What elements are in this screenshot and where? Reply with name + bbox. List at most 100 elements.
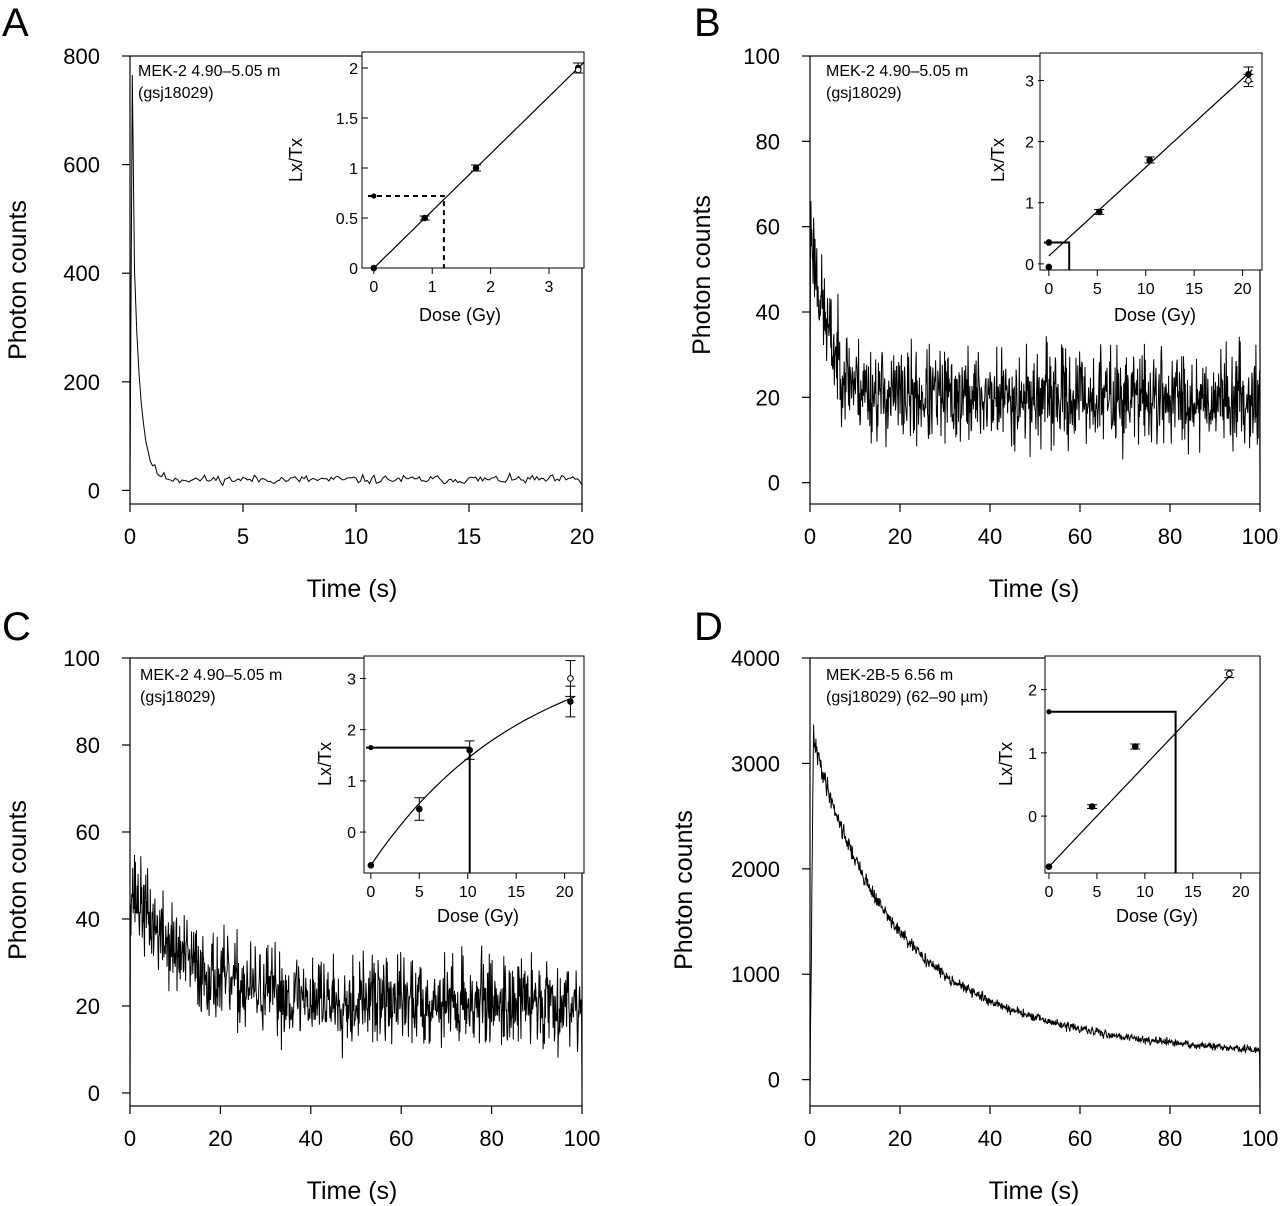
inset-x-tick-label: 5	[415, 884, 424, 901]
x-tick-label: 0	[124, 1126, 136, 1151]
inset-regenerated-point	[415, 805, 423, 813]
y-tick-label: 0	[88, 1081, 100, 1106]
inset-recycled-point	[574, 66, 582, 74]
panel-a-inset-points	[370, 62, 584, 272]
y-tick-label: 200	[63, 370, 100, 395]
panel-c-annotation-line-2: (gsj18029)	[140, 689, 216, 706]
inset-x-tick-label: 10	[1136, 884, 1154, 901]
inset-natural-signal-point	[368, 744, 374, 751]
panel-c-inset: 0 5 10 15 20 0 1 2 3 Dose (Gy) Lx/Tx	[315, 655, 585, 926]
inset-natural-signal-point	[1046, 709, 1052, 715]
x-tick-label: 0	[124, 524, 136, 549]
panel-a-annotation-line-2: (gsj18029)	[138, 85, 214, 102]
x-tick-label: 40	[978, 1126, 1002, 1151]
panel-a-x-ticks: 0 5 10 15 20	[124, 504, 594, 549]
y-tick-label: 20	[756, 385, 780, 410]
panel-d-x-ticks: 0 20 40 60 80 100	[804, 1106, 1278, 1151]
inset-x-tick-label: 15	[1184, 884, 1202, 901]
panel-a-inset-frame	[361, 51, 585, 269]
x-tick-label: 15	[457, 524, 481, 549]
panel-d-inset-x-ticks: 0 5 10 15 20	[1044, 873, 1250, 901]
inset-x-tick-label: 1	[428, 279, 437, 296]
panel-a-decay-curve	[129, 74, 583, 487]
panel-d-y-axis-label: Photon counts	[670, 810, 698, 970]
panel-b-annotation-line-1: MEK-2 4.90–5.05 m	[826, 63, 968, 80]
inset-x-tick-label: 20	[1232, 884, 1250, 901]
x-tick-label: 80	[1158, 524, 1182, 549]
panel-c-inset-x-axis-label: Dose (Gy)	[437, 906, 519, 926]
panel-d-decay-curve	[809, 724, 1261, 1101]
panel-d-plot-frame	[809, 657, 1261, 1107]
x-tick-label: 20	[570, 524, 594, 549]
panel-b-inset-y-axis-label: Lx/Tx	[988, 138, 1008, 182]
panel-d-inset-fit-line	[1048, 673, 1232, 868]
panel-b-inset-dose-projection	[1044, 241, 1071, 270]
panel-c-inset-fit-curve	[370, 696, 575, 866]
inset-x-tick-label: 10	[1137, 281, 1155, 298]
inset-y-tick-label: 1	[1025, 196, 1034, 213]
panel-c-inset-x-ticks: 0 5 10 15 20	[366, 873, 574, 901]
panel-a-inset-dose-projection	[368, 195, 445, 268]
x-tick-label: 40	[299, 1126, 323, 1151]
y-tick-label: 400	[63, 261, 100, 286]
y-tick-label: 2000	[731, 857, 780, 882]
x-tick-label: 20	[208, 1126, 232, 1151]
panel-d-inset-x-axis-label: Dose (Gy)	[1116, 906, 1198, 926]
panel-d-inset-y-ticks: 0 1 2	[1028, 683, 1047, 826]
panel-a-y-axis-label: Photon counts	[4, 200, 32, 360]
panel-d-inset-frame	[1044, 655, 1261, 874]
panel-c-x-axis-label: Time (s)	[307, 1177, 398, 1205]
inset-x-tick-label: 0	[1044, 884, 1053, 901]
y-tick-label: 100	[63, 646, 100, 671]
panel-d-annotation-line-2: (gsj18029) (62–90 µm)	[826, 689, 988, 706]
inset-y-tick-label: 2	[1028, 683, 1037, 700]
inset-natural-signal-point	[371, 193, 377, 199]
inset-x-tick-label: 20	[556, 884, 574, 901]
panel-b-inset-points	[1045, 66, 1254, 271]
x-tick-label: 20	[888, 1126, 912, 1151]
panel-letter-b: B	[694, 1, 721, 45]
inset-regenerated-point	[421, 214, 428, 222]
panel-b-inset-y-ticks: 0 1 2 3	[1025, 73, 1044, 274]
panel-a-inset-x-axis-label: Dose (Gy)	[419, 305, 501, 325]
panel-b-y-ticks: 0 20 40 60 80 100	[743, 44, 810, 496]
panel-d-inset-y-axis-label: Lx/Tx	[996, 742, 1016, 786]
panel-c-decay-curve	[129, 854, 583, 1094]
inset-regenerated-point	[1131, 743, 1139, 750]
inset-x-tick-label: 0	[366, 884, 375, 901]
x-tick-label: 20	[888, 524, 912, 549]
x-tick-label: 10	[344, 524, 368, 549]
y-tick-label: 4000	[731, 646, 780, 671]
x-tick-label: 100	[1242, 524, 1279, 549]
inset-regenerated-point	[466, 746, 473, 754]
inset-x-tick-label: 0	[1044, 281, 1053, 298]
panel-b-annotation-line-2: (gsj18029)	[826, 85, 902, 102]
x-tick-label: 60	[1068, 524, 1092, 549]
panel-b-y-axis-label: Photon counts	[688, 195, 716, 355]
inset-recycled-point	[567, 675, 574, 682]
inset-regenerated-point	[1045, 263, 1053, 271]
y-tick-label: 40	[76, 907, 100, 932]
x-tick-label: 5	[237, 524, 249, 549]
y-tick-label: 800	[63, 44, 100, 69]
inset-x-tick-label: 0	[369, 279, 378, 296]
panel-c-y-axis-label: Photon counts	[4, 800, 32, 960]
inset-y-tick-label: 2	[347, 723, 356, 740]
inset-x-tick-label: 20	[1234, 281, 1252, 298]
panel-a-inset-y-axis-label: Lx/Tx	[286, 138, 306, 182]
inset-recycled-point	[1245, 77, 1252, 84]
panel-a-x-axis-label: Time (s)	[307, 575, 398, 603]
y-tick-label: 80	[756, 129, 780, 154]
x-tick-label: 60	[389, 1126, 413, 1151]
y-tick-label: 80	[76, 733, 100, 758]
panel-letter-c: C	[2, 605, 31, 649]
panel-b-x-axis-label: Time (s)	[989, 575, 1080, 603]
panel-c-inset-frame	[363, 655, 585, 874]
inset-y-tick-label: 3	[1025, 73, 1034, 90]
inset-regenerated-point	[1088, 803, 1096, 810]
panel-c-inset-y-axis-label: Lx/Tx	[315, 742, 335, 786]
